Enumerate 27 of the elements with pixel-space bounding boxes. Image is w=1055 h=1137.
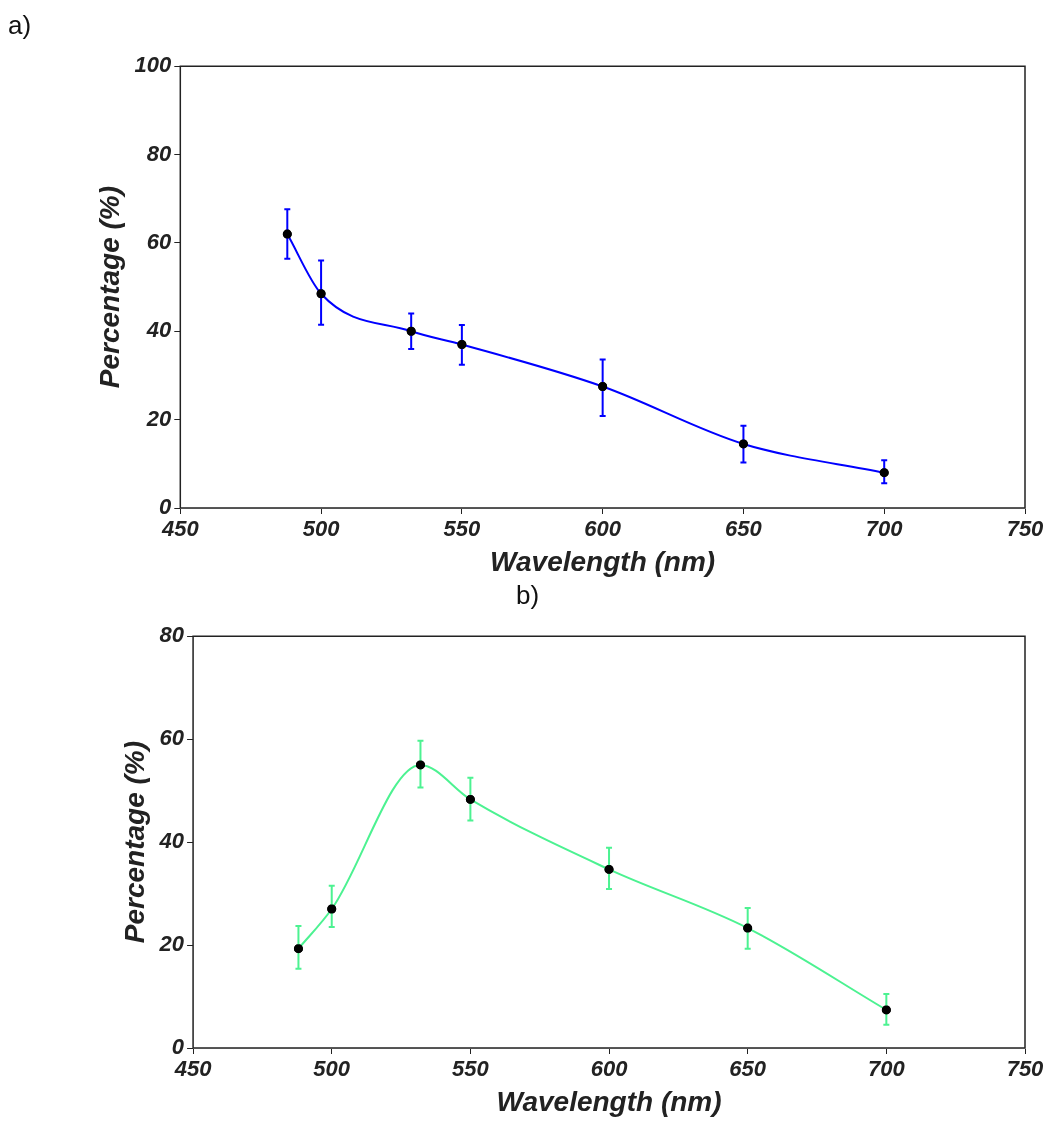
chart-title: b)	[514, 580, 541, 612]
x-tick-label: 650	[729, 1056, 767, 1082]
y-tick-label: 80	[159, 622, 185, 648]
y-tick-label: 20	[145, 405, 173, 431]
chart-title: a)	[7, 10, 33, 42]
x-tick-label: 550	[452, 1056, 490, 1082]
x-tick-label: 750	[1006, 516, 1045, 542]
y-tick-label: 40	[158, 828, 185, 854]
x-tick-label: 750	[1006, 1056, 1045, 1082]
x-tick-label: 600	[590, 1056, 629, 1082]
y-tick-label: 60	[146, 228, 173, 254]
y-tick-label: 100	[134, 52, 173, 78]
x-tick-label: 700	[865, 516, 904, 542]
x-tick-label: 500	[313, 1056, 351, 1082]
x-axis-title: Wavelength (nm)	[490, 545, 716, 577]
x-tick-label: 550	[443, 516, 481, 542]
y-tick-label: 60	[159, 725, 185, 751]
x-axis-title: Wavelength (nm)	[496, 1085, 722, 1117]
y-tick-label: 80	[146, 140, 173, 166]
y-tick-label: 20	[158, 931, 185, 957]
x-tick-label: 600	[584, 516, 622, 542]
y-tick-label: 40	[145, 317, 173, 343]
y-axis-title: Percentage (%)	[118, 740, 150, 944]
x-tick-label: 650	[725, 516, 763, 542]
y-axis-title: Percentage (%)	[93, 185, 125, 389]
x-tick-label: 500	[302, 516, 341, 542]
x-tick-label: 700	[867, 1056, 906, 1082]
